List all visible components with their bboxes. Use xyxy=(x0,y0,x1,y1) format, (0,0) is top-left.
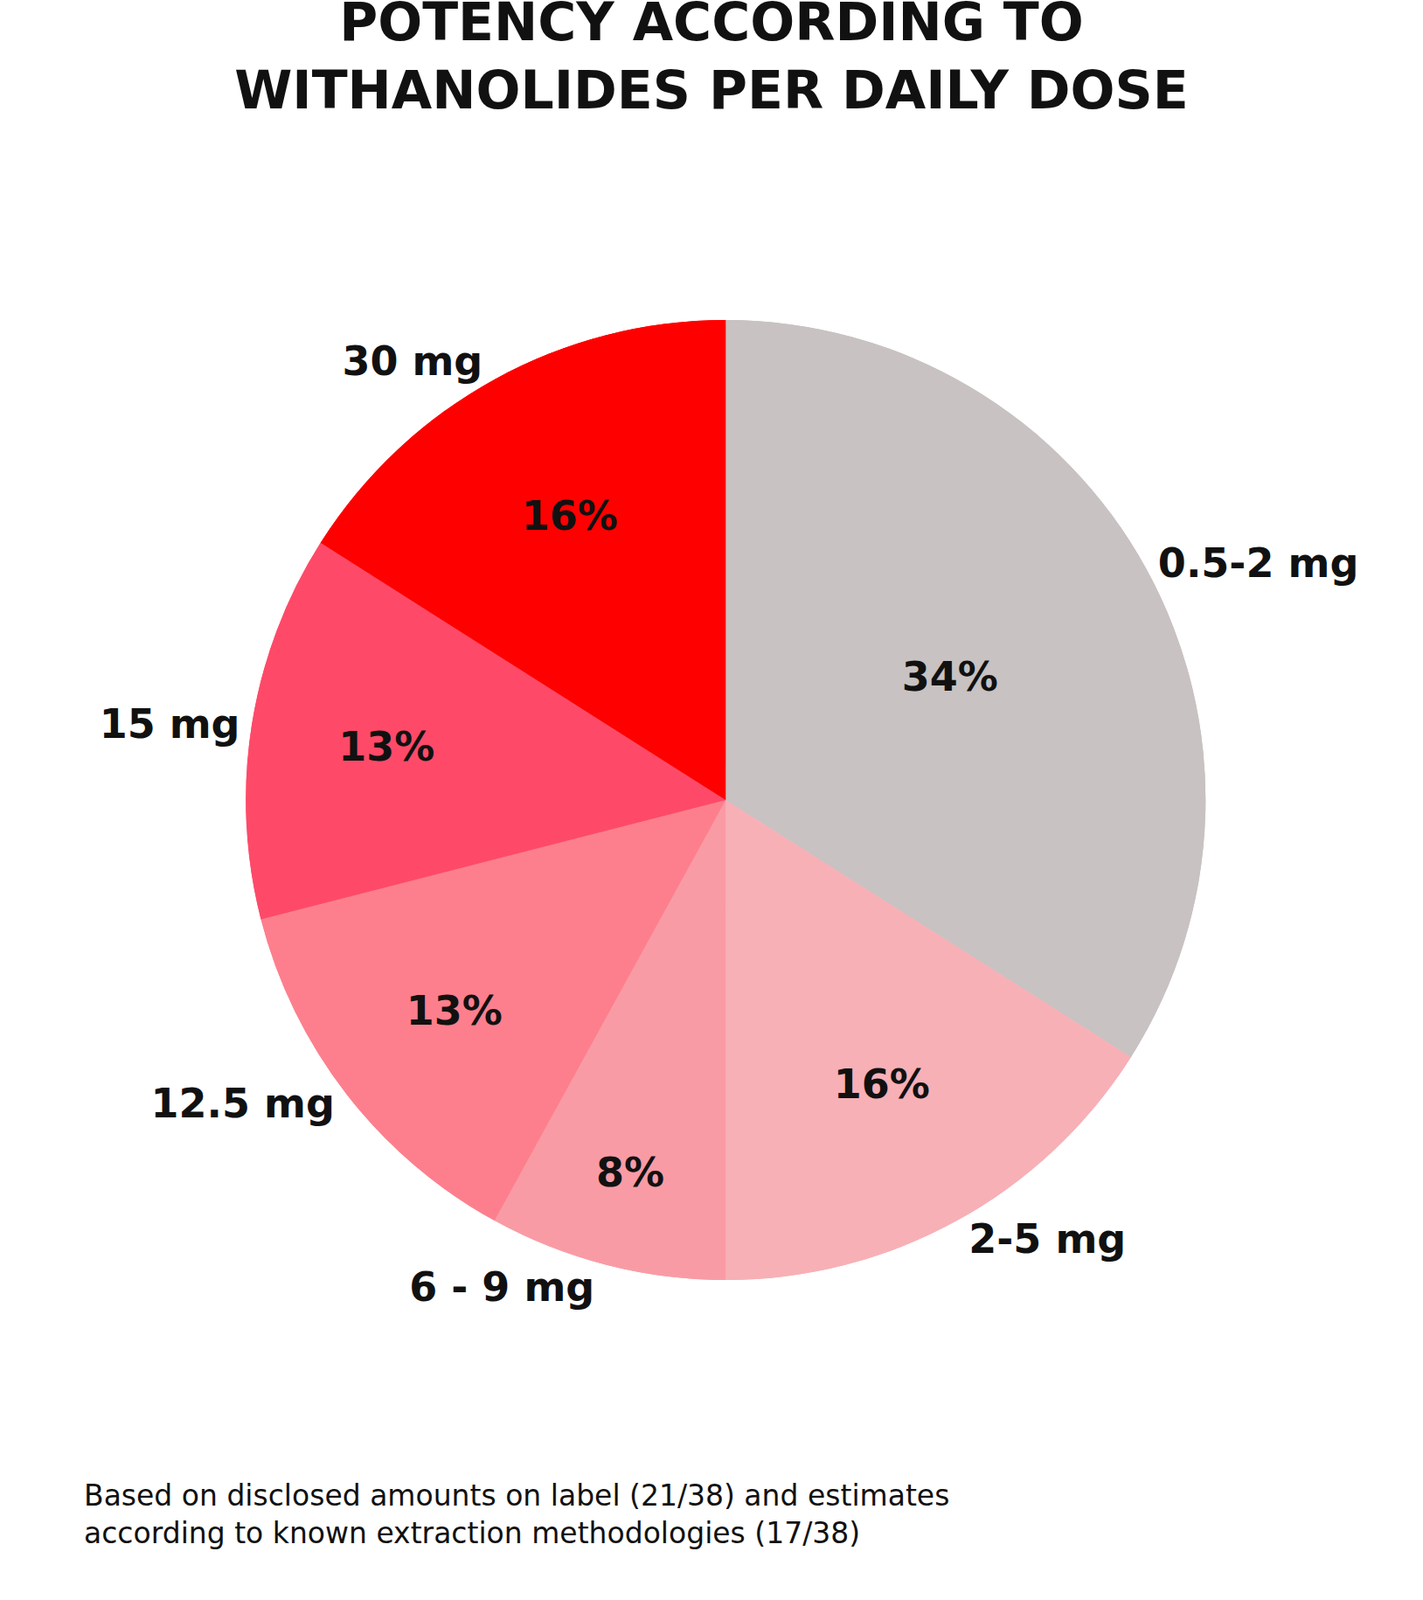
svg-text:0.5-2 mg: 0.5-2 mg xyxy=(1158,539,1359,587)
svg-text:15 mg: 15 mg xyxy=(99,700,241,748)
svg-text:12.5 mg: 12.5 mg xyxy=(151,1079,335,1127)
svg-text:POTENCY ACCORDING TOWITHANOLID: POTENCY ACCORDING TOWITHANOLIDES PER DAI… xyxy=(234,0,1189,121)
svg-text:13%: 13% xyxy=(406,986,503,1035)
svg-text:Based on disclosed amounts on: Based on disclosed amounts on label (21/… xyxy=(83,1478,950,1550)
svg-text:8%: 8% xyxy=(596,1148,665,1196)
svg-text:2-5 mg: 2-5 mg xyxy=(968,1214,1126,1263)
svg-text:30 mg: 30 mg xyxy=(341,337,483,385)
svg-text:6 - 9 mg: 6 - 9 mg xyxy=(409,1263,595,1311)
svg-text:34%: 34% xyxy=(902,652,999,701)
svg-text:16%: 16% xyxy=(521,492,618,540)
svg-text:13%: 13% xyxy=(338,722,435,771)
svg-text:16%: 16% xyxy=(833,1060,931,1108)
